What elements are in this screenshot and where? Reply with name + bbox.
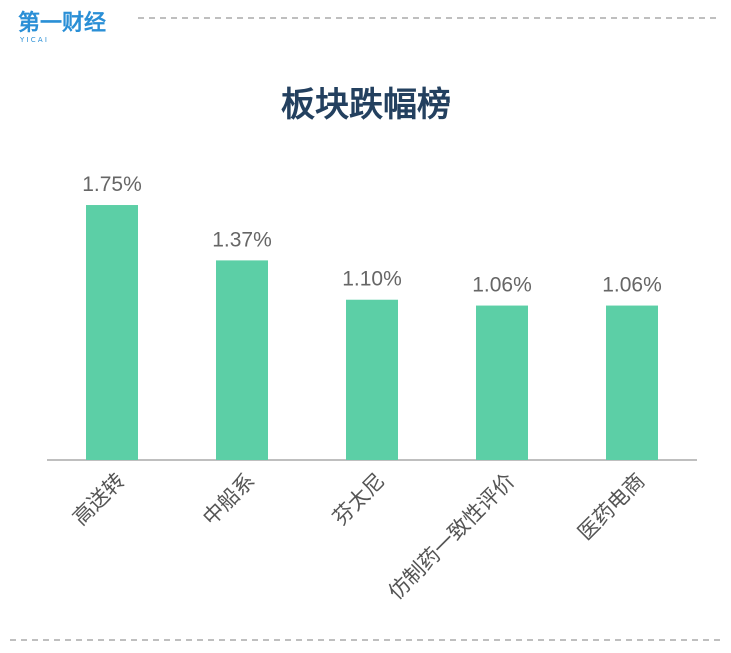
chart-title: 板块跌幅榜 (281, 85, 451, 125)
logo: 第一财经 (18, 10, 106, 36)
x-tick-label: 仿制药一致性评价 (384, 469, 520, 605)
bar (216, 260, 268, 460)
x-tick-label: 医药电商 (573, 469, 649, 545)
bar (606, 305, 658, 460)
value-label: 1.06% (602, 274, 662, 297)
value-label: 1.75% (82, 173, 142, 196)
value-label: 1.37% (212, 228, 272, 251)
value-label: 1.06% (472, 274, 532, 297)
logo-letters: Y I C A I (19, 36, 47, 44)
x-tick-label: 芬太尼 (328, 469, 390, 531)
value-label: 1.10% (342, 268, 402, 291)
x-tick-label: 中船系 (198, 469, 260, 531)
bar (86, 205, 138, 460)
bar (476, 305, 528, 460)
bar (346, 299, 398, 460)
x-tick-label: 高送转 (68, 469, 130, 531)
